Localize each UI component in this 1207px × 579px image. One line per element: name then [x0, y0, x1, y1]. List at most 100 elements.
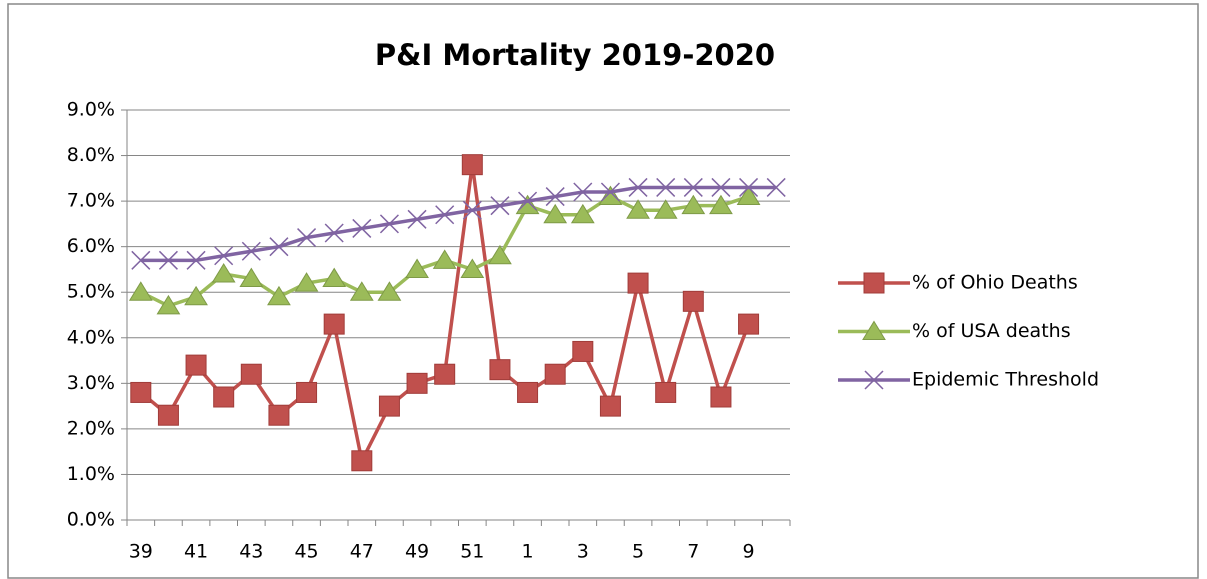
legend-label: % of USA deaths [912, 320, 1071, 342]
marker [185, 354, 207, 376]
marker [628, 177, 648, 197]
x-tick-label: 1 [522, 541, 534, 563]
y-tick-label: 3.0% [67, 372, 115, 394]
y-tick-label: 6.0% [67, 235, 115, 257]
marker [572, 340, 594, 362]
marker [322, 267, 347, 288]
marker [351, 450, 373, 472]
legend-marker [863, 272, 885, 294]
marker [656, 177, 676, 197]
marker [213, 386, 235, 408]
y-tick-label: 1.0% [67, 463, 115, 485]
marker [131, 250, 151, 270]
legend-marker [862, 320, 886, 340]
marker [186, 250, 206, 270]
marker [352, 218, 372, 238]
marker [462, 200, 482, 220]
marker [214, 246, 234, 266]
marker [323, 313, 345, 335]
y-tick-label: 5.0% [67, 281, 115, 303]
marker [405, 258, 429, 278]
marker [653, 199, 678, 219]
marker [158, 250, 178, 270]
marker [518, 191, 538, 211]
marker [681, 194, 706, 215]
marker [435, 205, 455, 225]
marker [379, 214, 399, 234]
marker [739, 177, 759, 197]
x-tick-label: 5 [632, 541, 644, 563]
marker [489, 359, 511, 381]
marker [598, 185, 623, 206]
marker [239, 267, 264, 288]
marker [406, 372, 428, 394]
chart-title: P&I Mortality 2019-2020 [375, 38, 775, 72]
marker [156, 294, 181, 315]
marker [267, 285, 291, 306]
x-tick-label: 43 [239, 541, 263, 563]
x-tick-label: 51 [460, 541, 484, 563]
marker [682, 290, 704, 312]
chart-border [7, 3, 1199, 579]
marker [460, 258, 485, 278]
x-tick-label: 47 [350, 541, 374, 563]
marker [377, 281, 402, 301]
marker [130, 381, 152, 403]
marker [766, 177, 786, 197]
marker [490, 196, 510, 216]
y-tick-label: 8.0% [67, 144, 115, 166]
marker [268, 404, 290, 426]
marker [627, 272, 649, 294]
x-tick-label: 3 [577, 541, 589, 563]
x-tick-label: 39 [129, 541, 153, 563]
marker [432, 249, 457, 269]
marker [241, 241, 261, 261]
y-tick-label: 4.0% [67, 326, 115, 348]
marker [184, 285, 208, 306]
marker [599, 395, 621, 417]
marker [709, 194, 733, 215]
marker [543, 203, 568, 224]
y-tick-label: 7.0% [67, 190, 115, 212]
marker [434, 363, 456, 385]
marker [711, 177, 731, 197]
y-tick-label: 2.0% [67, 417, 115, 439]
marker [545, 187, 565, 207]
legend-marker [864, 370, 884, 390]
marker [349, 281, 374, 301]
x-tick-label: 9 [743, 541, 755, 563]
marker [570, 203, 595, 224]
y-tick-label: 9.0% [67, 99, 115, 121]
marker [324, 223, 344, 243]
marker [600, 182, 620, 202]
marker [461, 154, 483, 176]
marker [269, 237, 289, 257]
marker [736, 185, 761, 206]
marker [544, 363, 566, 385]
marker [573, 182, 593, 202]
y-tick-label: 0.0% [67, 509, 115, 531]
marker [128, 281, 153, 301]
x-tick-label: 7 [687, 541, 699, 563]
marker [240, 363, 262, 385]
marker [407, 209, 427, 229]
marker [378, 395, 400, 417]
legend-label: Epidemic Threshold [912, 369, 1099, 391]
marker [515, 194, 540, 215]
x-tick-label: 41 [184, 541, 208, 563]
marker [683, 177, 703, 197]
marker [297, 228, 317, 248]
marker [211, 263, 236, 283]
marker [296, 381, 318, 403]
marker [488, 244, 512, 265]
marker [710, 386, 732, 408]
legend-label: % of Ohio Deaths [912, 272, 1078, 294]
marker [626, 199, 650, 219]
x-tick-label: 45 [294, 541, 318, 563]
marker [517, 381, 539, 403]
marker [157, 404, 179, 426]
marker [655, 381, 677, 403]
series-line [140, 185, 777, 263]
marker [294, 272, 319, 292]
